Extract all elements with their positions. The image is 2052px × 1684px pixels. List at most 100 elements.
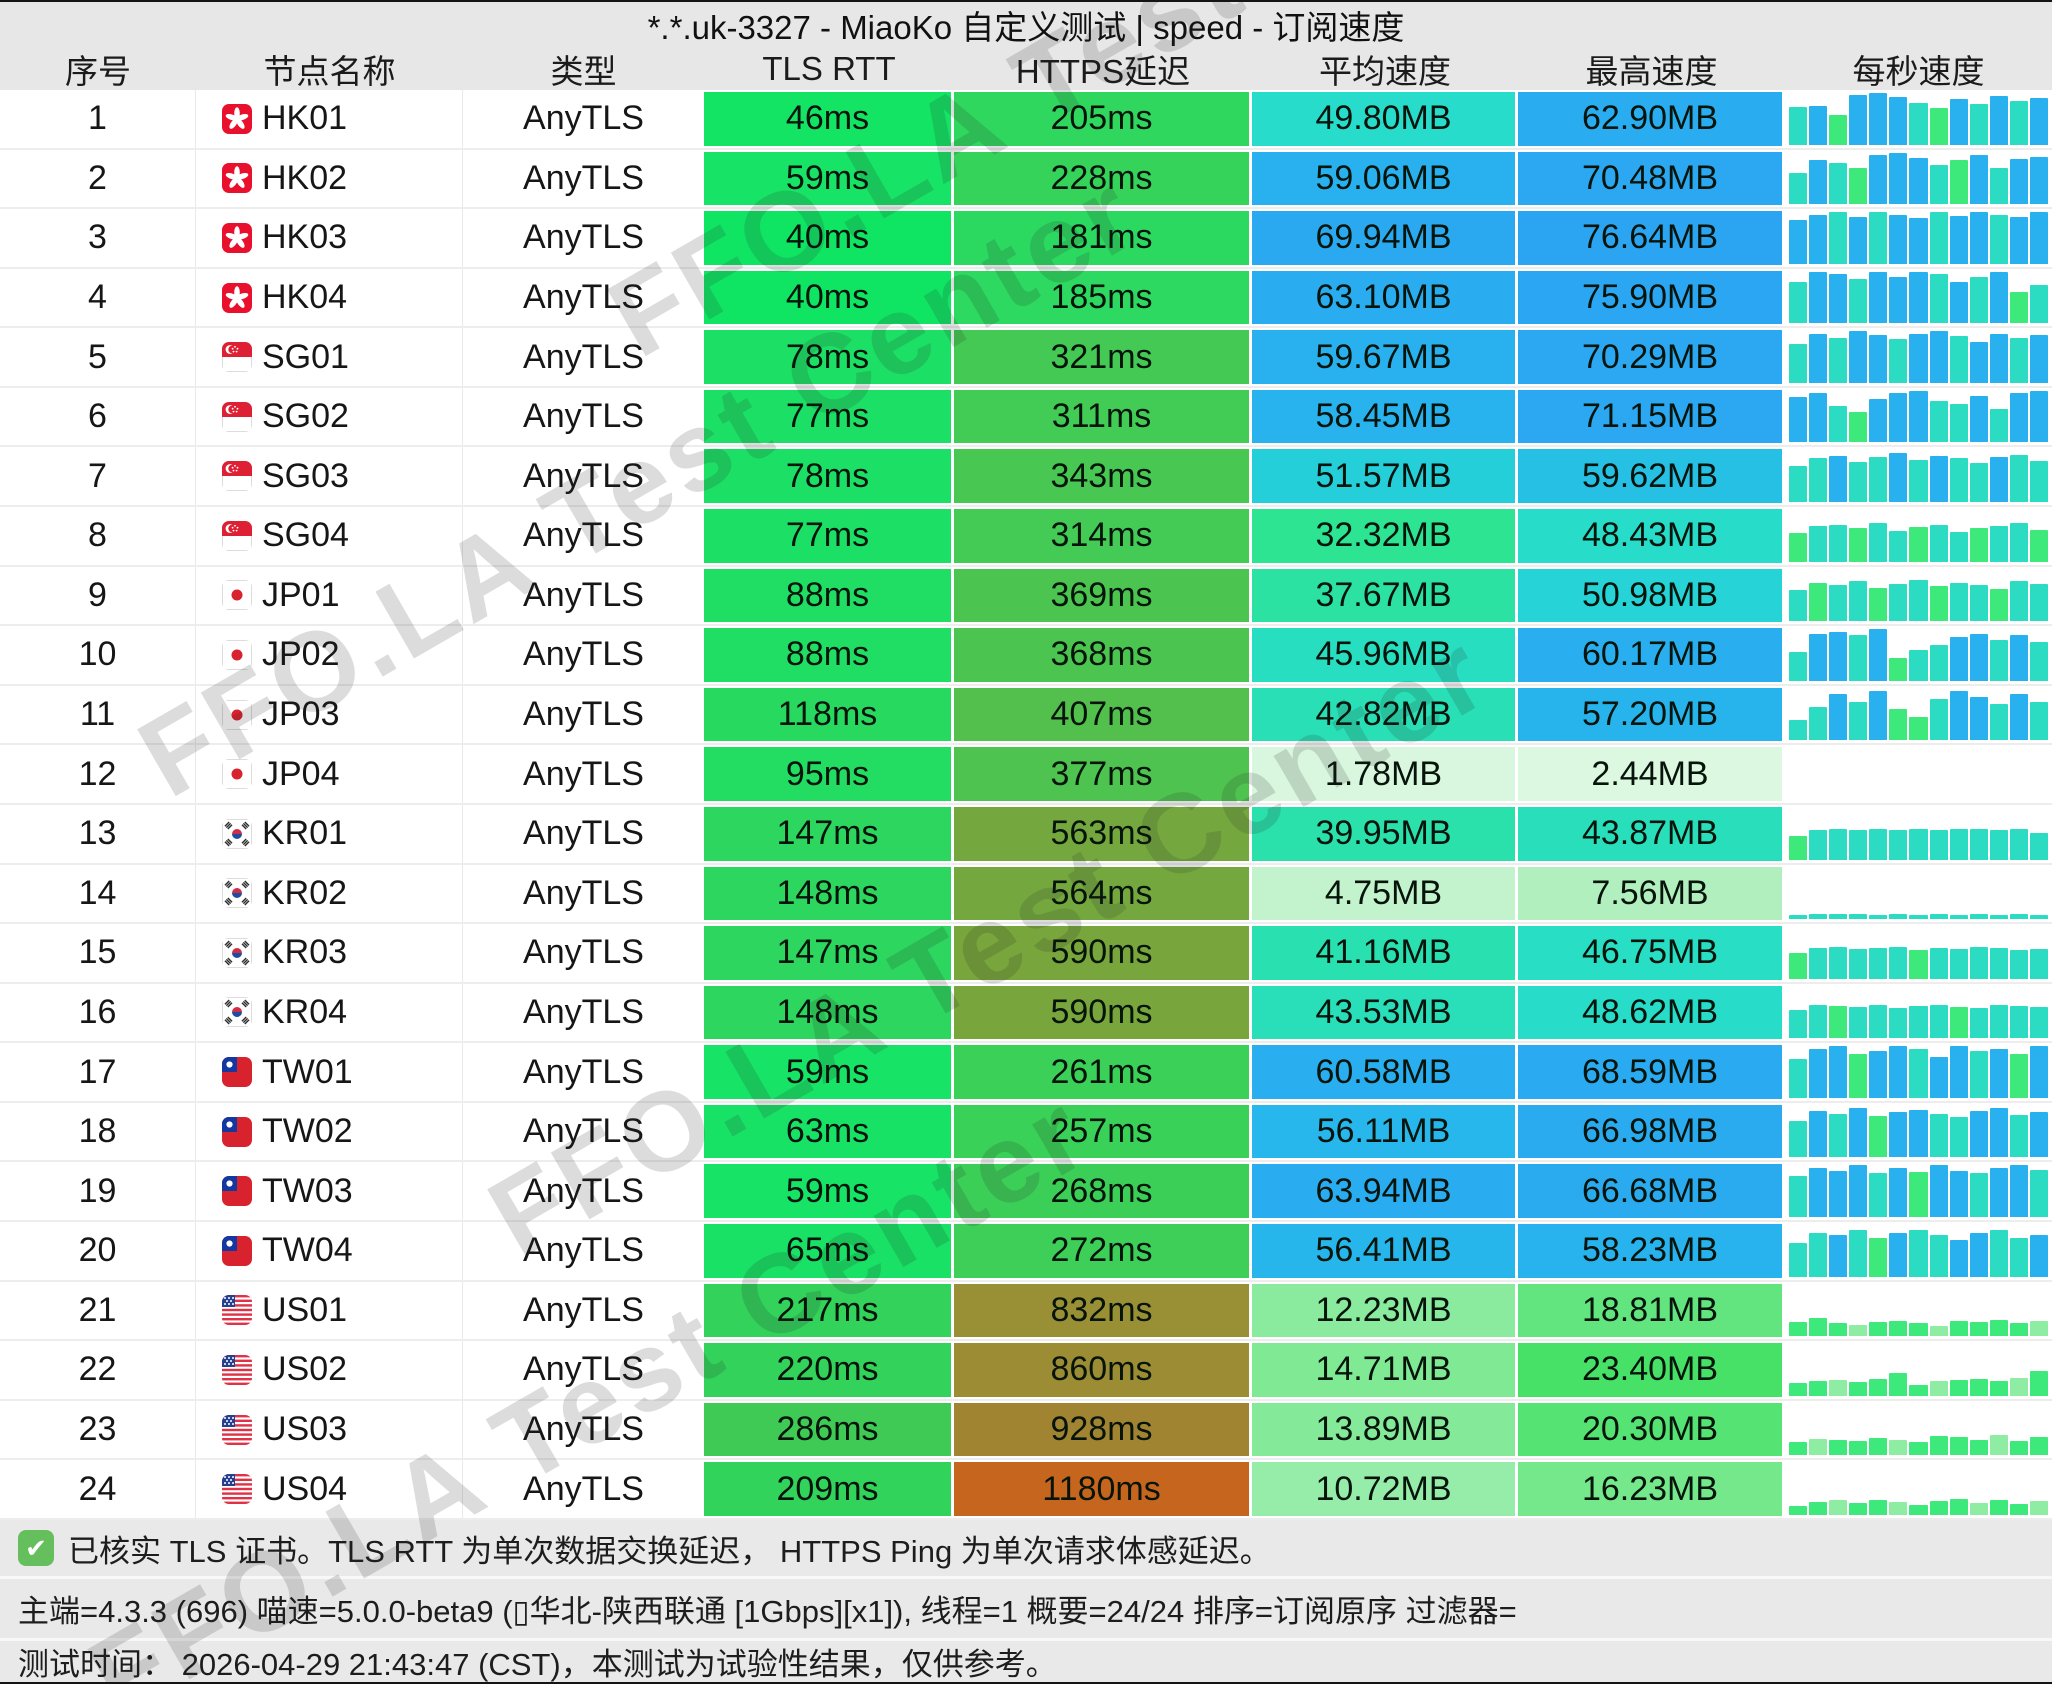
spark-bar (1789, 914, 1808, 920)
node-name-label: SG04 (262, 516, 349, 555)
spark-bar (2009, 1006, 2028, 1039)
node-name-label: HK04 (262, 278, 348, 317)
spark-bar (1849, 1007, 1868, 1039)
spark-bar (1849, 1382, 1868, 1396)
tls-rtt-value: 59ms (704, 1164, 951, 1218)
https-latency-cell: 205ms (954, 90, 1252, 148)
column-header-per-second-speed: 每秒速度 (1852, 52, 1985, 90)
speed-sparkline-cell (1785, 328, 2052, 386)
speed-sparkline (1789, 868, 2049, 920)
max-speed-cell: 68.59MB (1518, 1043, 1785, 1101)
max-speed-value: 48.43MB (1518, 509, 1782, 563)
node-name: SG04 (196, 507, 463, 565)
https-latency-value: 343ms (954, 449, 1249, 504)
spark-bar (1789, 1009, 1808, 1039)
node-name: JP02 (196, 626, 463, 684)
https-latency-value: 272ms (954, 1223, 1249, 1278)
max-speed-cell: 48.43MB (1518, 507, 1785, 565)
spark-bar (1909, 333, 1928, 383)
speed-sparkline (1789, 987, 2049, 1039)
node-name-label: SG03 (262, 456, 349, 495)
speed-table-body: 1 HK01 AnyTLS 46ms 205ms 49.80MB 62.90MB (0, 90, 2052, 1520)
country-flag-icon (222, 1474, 252, 1505)
avg-speed-cell: 12.23MB (1252, 1282, 1518, 1340)
spark-bar (1829, 1439, 1848, 1456)
spark-bar (1829, 1323, 1848, 1337)
row-index: 11 (0, 685, 196, 744)
spark-bar (2009, 950, 2028, 979)
tls-rtt-value: 65ms (704, 1223, 951, 1278)
row-index: 3 (0, 209, 196, 267)
node-type: AnyTLS (523, 873, 644, 912)
https-latency-cell: 564ms (954, 865, 1252, 923)
avg-speed-cell: 41.16MB (1252, 924, 1518, 982)
tls-rtt-cell: 59ms (704, 150, 954, 208)
tls-rtt-cell: 77ms (704, 507, 954, 565)
tls-rtt-cell: 118ms (704, 686, 954, 744)
speed-sparkline-cell (1785, 924, 2052, 982)
country-flag-icon (222, 937, 252, 968)
spark-bar (2009, 914, 2028, 920)
node-type: AnyTLS (523, 575, 644, 614)
speed-sparkline (1789, 1106, 2049, 1158)
spark-bar (1809, 1438, 1828, 1456)
spark-bar (1949, 1437, 1968, 1456)
node-type: AnyTLS (523, 1290, 644, 1329)
spark-bar (2029, 1007, 2049, 1039)
spark-bar (1909, 1323, 1928, 1337)
table-row: 19 TW03 AnyTLS 59ms 268ms 63.94MB 66.68M… (0, 1162, 2052, 1222)
spark-bar (1929, 1325, 1948, 1337)
tls-rtt-value: 147ms (704, 806, 951, 861)
spark-bar (1789, 719, 1808, 741)
spark-bar (1989, 1048, 2008, 1098)
spark-bar (1989, 1319, 2008, 1337)
spark-bar (1969, 696, 1988, 741)
avg-speed-cell: 69.94MB (1252, 209, 1518, 267)
speed-sparkline (1789, 689, 2049, 741)
country-flag-icon (222, 1295, 252, 1326)
spark-bar (1909, 1048, 1928, 1098)
spark-bar (1829, 1113, 1848, 1158)
page-title: *.*.uk-3327 - MiaoKo 自定义测试 | speed - 订阅速… (647, 8, 1405, 46)
spark-bar (1849, 1324, 1868, 1337)
speed-sparkline-cell (1785, 1043, 2052, 1101)
max-speed-cell: 76.64MB (1518, 209, 1785, 267)
avg-speed-value: 60.58MB (1252, 1045, 1515, 1099)
spark-bar (1789, 533, 1808, 562)
tls-rtt-value: 40ms (704, 270, 951, 325)
node-name-label: SG01 (262, 337, 349, 376)
spark-bar (1809, 1501, 1828, 1515)
spark-bar (1969, 528, 1988, 562)
spark-bar (1989, 947, 2008, 979)
country-flag-icon (222, 1235, 252, 1266)
max-speed-cell: 60.17MB (1518, 626, 1785, 684)
spark-bar (1989, 168, 2008, 205)
node-name: US04 (196, 1460, 463, 1518)
spark-bar (1909, 649, 1928, 681)
max-speed-cell: 2.44MB (1518, 745, 1785, 803)
column-header-index: 序号 (65, 52, 131, 90)
https-latency-value: 261ms (954, 1045, 1249, 1099)
spark-bar (1929, 699, 1948, 741)
spark-bar (2009, 1503, 2028, 1515)
spark-bar (1949, 1380, 1968, 1396)
spark-bar (1989, 639, 2008, 681)
spark-bar (1869, 1116, 1888, 1158)
spark-bar (1869, 947, 1888, 979)
spark-bar (2009, 1440, 2028, 1456)
spark-bar (1849, 1108, 1868, 1158)
max-speed-cell: 20.30MB (1518, 1401, 1785, 1459)
row-index: 12 (0, 745, 196, 803)
max-speed-value: 16.23MB (1518, 1462, 1782, 1516)
node-name-label: KR03 (262, 933, 348, 972)
country-flag-icon (222, 163, 252, 194)
spark-bar (2009, 1377, 2028, 1396)
node-name: HK04 (196, 268, 463, 327)
node-name: KR02 (196, 864, 463, 923)
spark-bar (1929, 1501, 1948, 1515)
max-speed-value: 58.23MB (1518, 1223, 1782, 1278)
https-latency-cell: 321ms (954, 328, 1252, 386)
node-name: JP01 (196, 566, 463, 625)
spark-bar (1909, 103, 1928, 145)
spark-bar (2029, 832, 2049, 860)
